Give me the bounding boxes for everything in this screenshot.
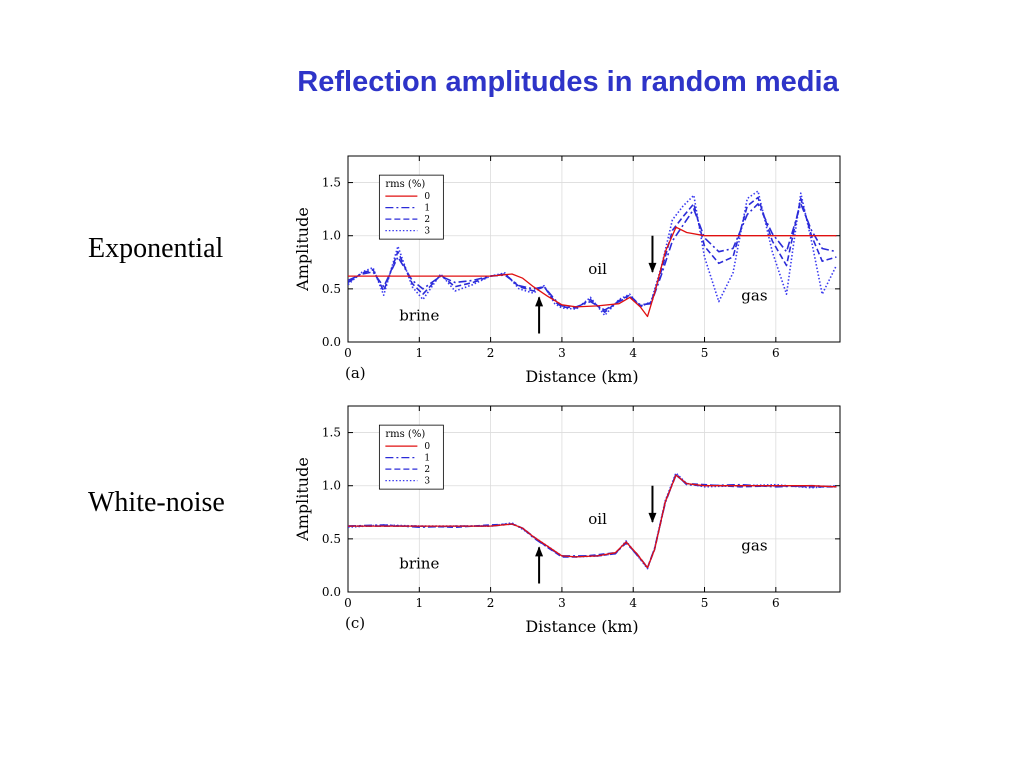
chart0-arrow-up-0 — [535, 296, 544, 334]
chart1-annotation-brine: brine — [399, 555, 439, 573]
chart0-ylabel: Amplitude — [293, 207, 312, 292]
chart0-series-line-0 — [348, 226, 837, 318]
chart1-series-line-2 — [348, 474, 837, 569]
chart1-legend-title: rms (%) — [385, 429, 425, 440]
chart0-annotation-brine: brine — [399, 307, 439, 325]
chart1-legend: rms (%) 0 12 3 — [378, 424, 444, 490]
chart1-arrow-head-1 — [648, 512, 657, 523]
chart0-arrow-down-1 — [648, 235, 657, 273]
chart1-annotation-gas: gas — [741, 537, 767, 555]
chart0-series-group — [348, 190, 838, 318]
row-label-white-noise: White-noise — [88, 487, 225, 518]
chart1-xtick-label-3: 3 — [558, 596, 566, 610]
chart0-xtick-label-4: 4 — [629, 346, 637, 360]
chart0-legend-label-0: 0 — [424, 192, 430, 202]
chart1-series-line-1 — [348, 473, 837, 569]
chart0-panel-label: (a) — [345, 364, 366, 382]
chart1-series-group — [348, 472, 837, 570]
chart1-arrow-down-1 — [648, 485, 657, 523]
chart1-annotation-oil: oil — [588, 510, 607, 528]
chart1-ytick-label-3: 1.5 — [322, 426, 341, 440]
chart0-series-line-3 — [348, 190, 838, 317]
chart0-arrow-head-0 — [535, 296, 544, 307]
chart1-xtick-label-0: 0 — [344, 596, 352, 610]
chart1-ylabel: Amplitude — [293, 457, 312, 542]
chart1-xtick-label-4: 4 — [629, 596, 637, 610]
chart0-legend-title: rms (%) — [385, 179, 425, 190]
chart0-xtick-label-1: 1 — [415, 346, 423, 360]
slide-title: Reflection amplitudes in random media — [297, 66, 839, 98]
chart1-ytick-label-0: 0.0 — [322, 585, 341, 599]
chart0-series-line-1 — [348, 203, 837, 311]
chart0-xtick-label-3: 3 — [558, 346, 566, 360]
row-label-exponential: Exponential — [88, 233, 224, 264]
chart1-arrow-up-0 — [535, 546, 544, 584]
chart0-ytick-label-0: 0.0 — [322, 335, 341, 349]
chart1-xtick-label-6: 6 — [772, 596, 780, 610]
chart1-legend-label-2: 2 — [424, 465, 430, 475]
chart0-legend: rms (%) 0 12 3 — [378, 174, 444, 240]
chart1-legend-label-1: 1 — [424, 454, 430, 464]
chart1-series-line-0 — [348, 474, 837, 569]
chart0-legend-label-2: 2 — [424, 215, 430, 225]
chart0-ytick-label-1: 0.5 — [322, 282, 341, 296]
chart1-legend-label-3: 3 — [424, 477, 430, 487]
chart1-panel-label: (c) — [345, 614, 365, 632]
chart0-series-line-2 — [348, 196, 837, 313]
chart0-xtick-label-5: 5 — [701, 346, 709, 360]
chart0-ytick-label-3: 1.5 — [322, 176, 341, 190]
chart0-xtick-label-6: 6 — [772, 346, 780, 360]
chart1-xlabel: Distance (km) — [525, 617, 638, 636]
chart1-legend-label-0: 0 — [424, 442, 430, 452]
chart0-xlabel: Distance (km) — [525, 367, 638, 386]
chart0-annotation-oil: oil — [588, 260, 607, 278]
chart1-ytick-label-2: 1.0 — [322, 479, 341, 493]
chart0-ytick-label-2: 1.0 — [322, 229, 341, 243]
chart0-arrow-head-1 — [648, 262, 657, 273]
chart1-frame — [347, 405, 841, 593]
chart0-xtick-label-0: 0 — [344, 346, 352, 360]
chart1-xtick-label-5: 5 — [701, 596, 709, 610]
chart1-xtick-label-1: 1 — [415, 596, 423, 610]
chart1-ytick-label-1: 0.5 — [322, 532, 341, 546]
chart0-legend-label-3: 3 — [424, 227, 430, 237]
chart1-xtick-label-2: 2 — [487, 596, 495, 610]
chart0-annotation-gas: gas — [741, 287, 767, 305]
chart0-xtick-label-2: 2 — [487, 346, 495, 360]
chart0-legend-label-1: 1 — [424, 204, 430, 214]
chart0-frame — [347, 155, 841, 343]
chart1-arrow-head-0 — [535, 546, 544, 557]
